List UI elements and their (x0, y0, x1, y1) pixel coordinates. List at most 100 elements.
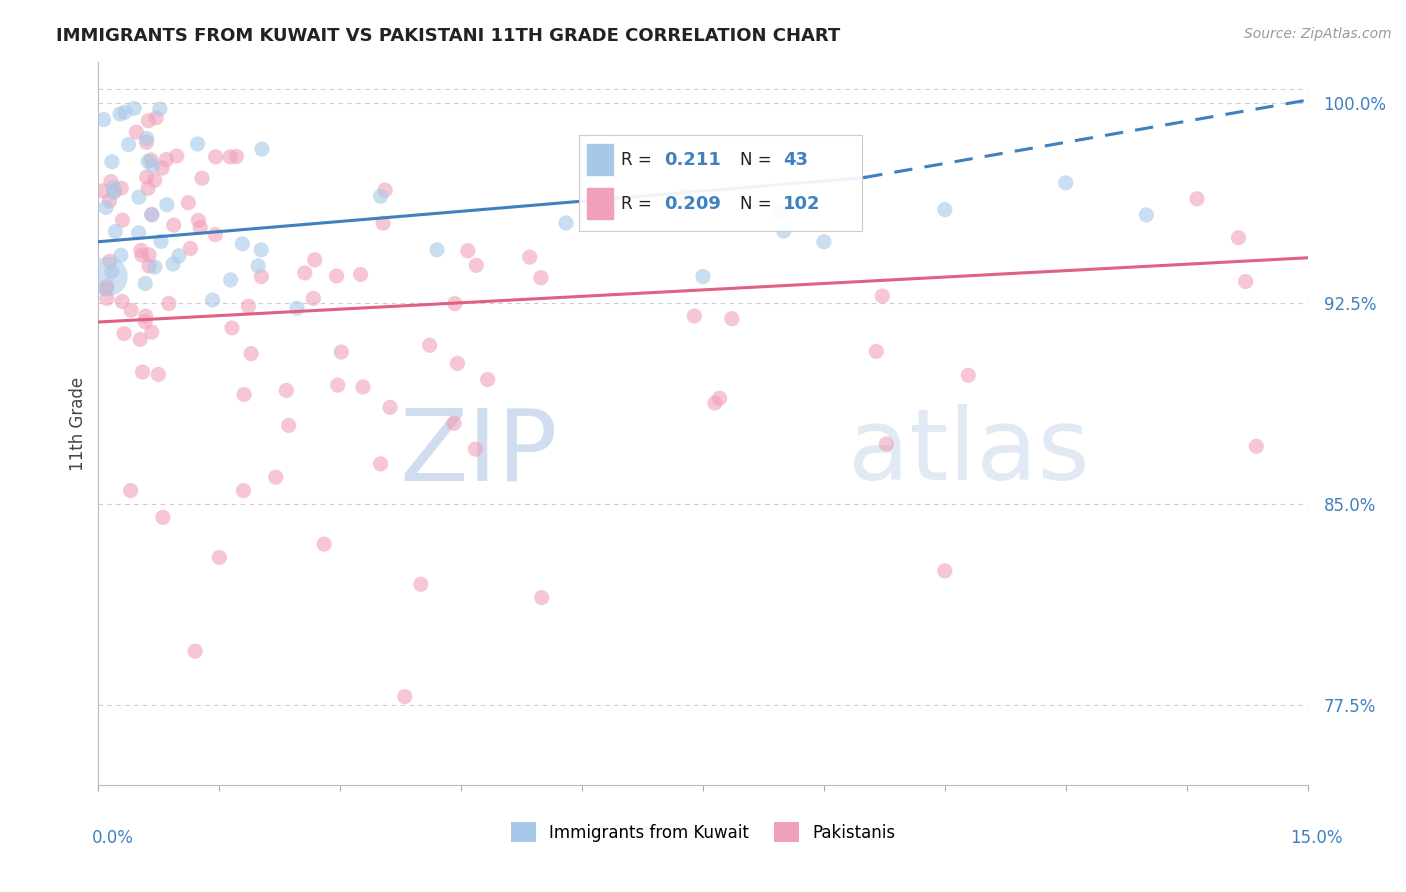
Point (457, 244, 479, 258)
Point (477, 372, 499, 386)
Point (114, 105, 136, 120)
Point (163, 218, 186, 232)
Point (156, 197, 179, 211)
Point (326, 378, 349, 392)
Point (1135, 208, 1157, 222)
Point (1246, 439, 1268, 453)
Point (187, 136, 209, 151)
Point (111, 294, 134, 309)
Text: 15.0%: 15.0% (1291, 829, 1343, 847)
Y-axis label: 11th Grade: 11th Grade (69, 376, 87, 471)
Point (813, 235, 835, 249)
Point (602, 199, 624, 213)
Point (129, 333, 152, 347)
Point (138, 259, 160, 273)
Point (141, 208, 163, 222)
Point (150, 235, 173, 249)
Point (97, 269, 120, 284)
Point (96, 282, 118, 296)
Point (94, 201, 117, 215)
Point (330, 345, 353, 359)
Point (683, 309, 706, 323)
Point (201, 293, 224, 307)
Point (96, 292, 118, 306)
Point (187, 213, 209, 227)
Point (374, 183, 396, 197)
Point (721, 311, 744, 326)
Point (150, 161, 173, 175)
Point (135, 169, 157, 184)
Point (129, 244, 152, 258)
Point (276, 384, 298, 398)
Point (125, 125, 148, 139)
Point (184, 644, 207, 658)
Text: R =: R = (621, 151, 658, 169)
Point (117, 137, 139, 152)
Point (141, 325, 163, 339)
Point (250, 142, 273, 156)
Legend: Immigrants from Kuwait, Pakistanis: Immigrants from Kuwait, Pakistanis (503, 815, 903, 849)
Point (103, 180, 125, 194)
Point (250, 243, 273, 257)
Text: ZIP: ZIP (399, 404, 558, 501)
Point (325, 268, 347, 283)
Point (349, 268, 371, 282)
Point (131, 248, 153, 262)
Point (875, 437, 897, 451)
Point (219, 273, 242, 287)
Point (179, 241, 201, 255)
Point (233, 387, 256, 401)
Point (426, 243, 449, 257)
Point (136, 181, 159, 195)
Point (134, 315, 156, 329)
Point (703, 396, 725, 410)
Point (103, 184, 125, 198)
Point (122, 101, 145, 115)
Point (135, 135, 157, 149)
Text: atlas: atlas (848, 404, 1090, 501)
Point (225, 149, 247, 163)
Point (101, 264, 124, 278)
Point (238, 299, 260, 313)
Point (934, 202, 956, 217)
Point (294, 266, 316, 280)
Point (1054, 176, 1077, 190)
Point (769, 204, 792, 219)
Text: N =: N = (741, 151, 778, 169)
Point (143, 173, 166, 187)
Point (142, 159, 165, 173)
Point (100, 175, 122, 189)
Point (135, 131, 157, 145)
Point (443, 417, 465, 431)
Text: 102: 102 (783, 194, 821, 213)
Text: 43: 43 (783, 151, 808, 169)
Point (865, 344, 887, 359)
Point (135, 309, 157, 323)
Point (934, 564, 956, 578)
Point (444, 296, 467, 310)
Point (465, 258, 488, 272)
Point (1185, 192, 1208, 206)
Point (204, 227, 226, 242)
Point (131, 365, 153, 379)
Point (98, 194, 121, 208)
Point (240, 347, 263, 361)
Point (378, 401, 401, 415)
Text: IMMIGRANTS FROM KUWAIT VS PAKISTANI 11TH GRADE CORRELATION CHART: IMMIGRANTS FROM KUWAIT VS PAKISTANI 11TH… (56, 27, 841, 45)
Point (872, 289, 894, 303)
Point (232, 483, 254, 498)
Text: Source: ZipAtlas.com: Source: ZipAtlas.com (1244, 27, 1392, 41)
Point (464, 442, 486, 456)
Point (352, 380, 374, 394)
Point (530, 591, 553, 605)
Point (314, 537, 336, 551)
Point (155, 153, 177, 167)
Point (128, 190, 150, 204)
Point (302, 292, 325, 306)
Point (191, 171, 214, 186)
Text: N =: N = (741, 194, 778, 213)
Point (149, 102, 172, 116)
Bar (588, 188, 613, 219)
Point (772, 224, 794, 238)
Point (139, 153, 162, 167)
